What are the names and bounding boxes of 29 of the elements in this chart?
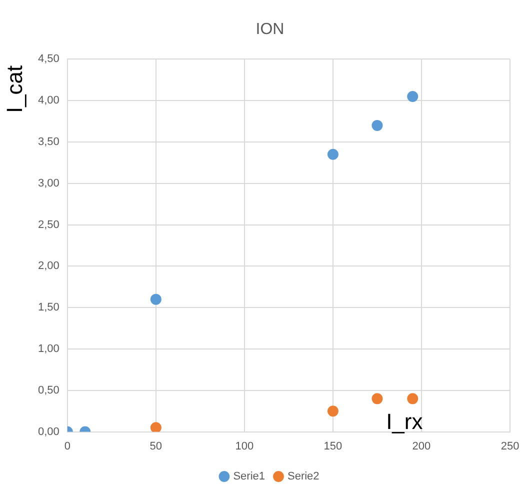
point [407, 90, 418, 102]
y-tick-label: 2,00 [38, 260, 60, 272]
point [150, 422, 162, 432]
y-tick-label: 4,00 [38, 94, 60, 107]
y-axis-title: I_cat [2, 65, 28, 114]
chart-title: ION [256, 21, 284, 38]
point [407, 393, 418, 404]
y-tick-label: 2,50 [38, 218, 60, 231]
point [150, 294, 162, 305]
x-tick-label: 150 [324, 440, 342, 452]
y-tick-label: 4,50 [38, 53, 60, 66]
point [372, 393, 383, 404]
x-tick-label: 0 [64, 440, 70, 452]
x-tick-label: 50 [150, 440, 162, 452]
x-tick-label: 200 [412, 440, 431, 452]
x-axis-title: I_rx [386, 408, 423, 434]
y-tick-label: 1,50 [38, 302, 60, 314]
point [327, 406, 338, 417]
point [372, 120, 383, 131]
legend-label: Serie2 [288, 470, 320, 483]
y-tick-label: 0,50 [38, 384, 60, 396]
point [327, 148, 338, 160]
x-tick-label: 250 [500, 440, 520, 452]
y-tick-label: 1,00 [38, 343, 60, 356]
y-tick-label: 0,00 [38, 426, 60, 438]
x-tick-label: 100 [235, 440, 254, 452]
y-tick-label: 3,00 [38, 177, 60, 190]
legend-label: Serie1 [233, 470, 265, 483]
y-tick-label: 3,50 [38, 136, 60, 148]
